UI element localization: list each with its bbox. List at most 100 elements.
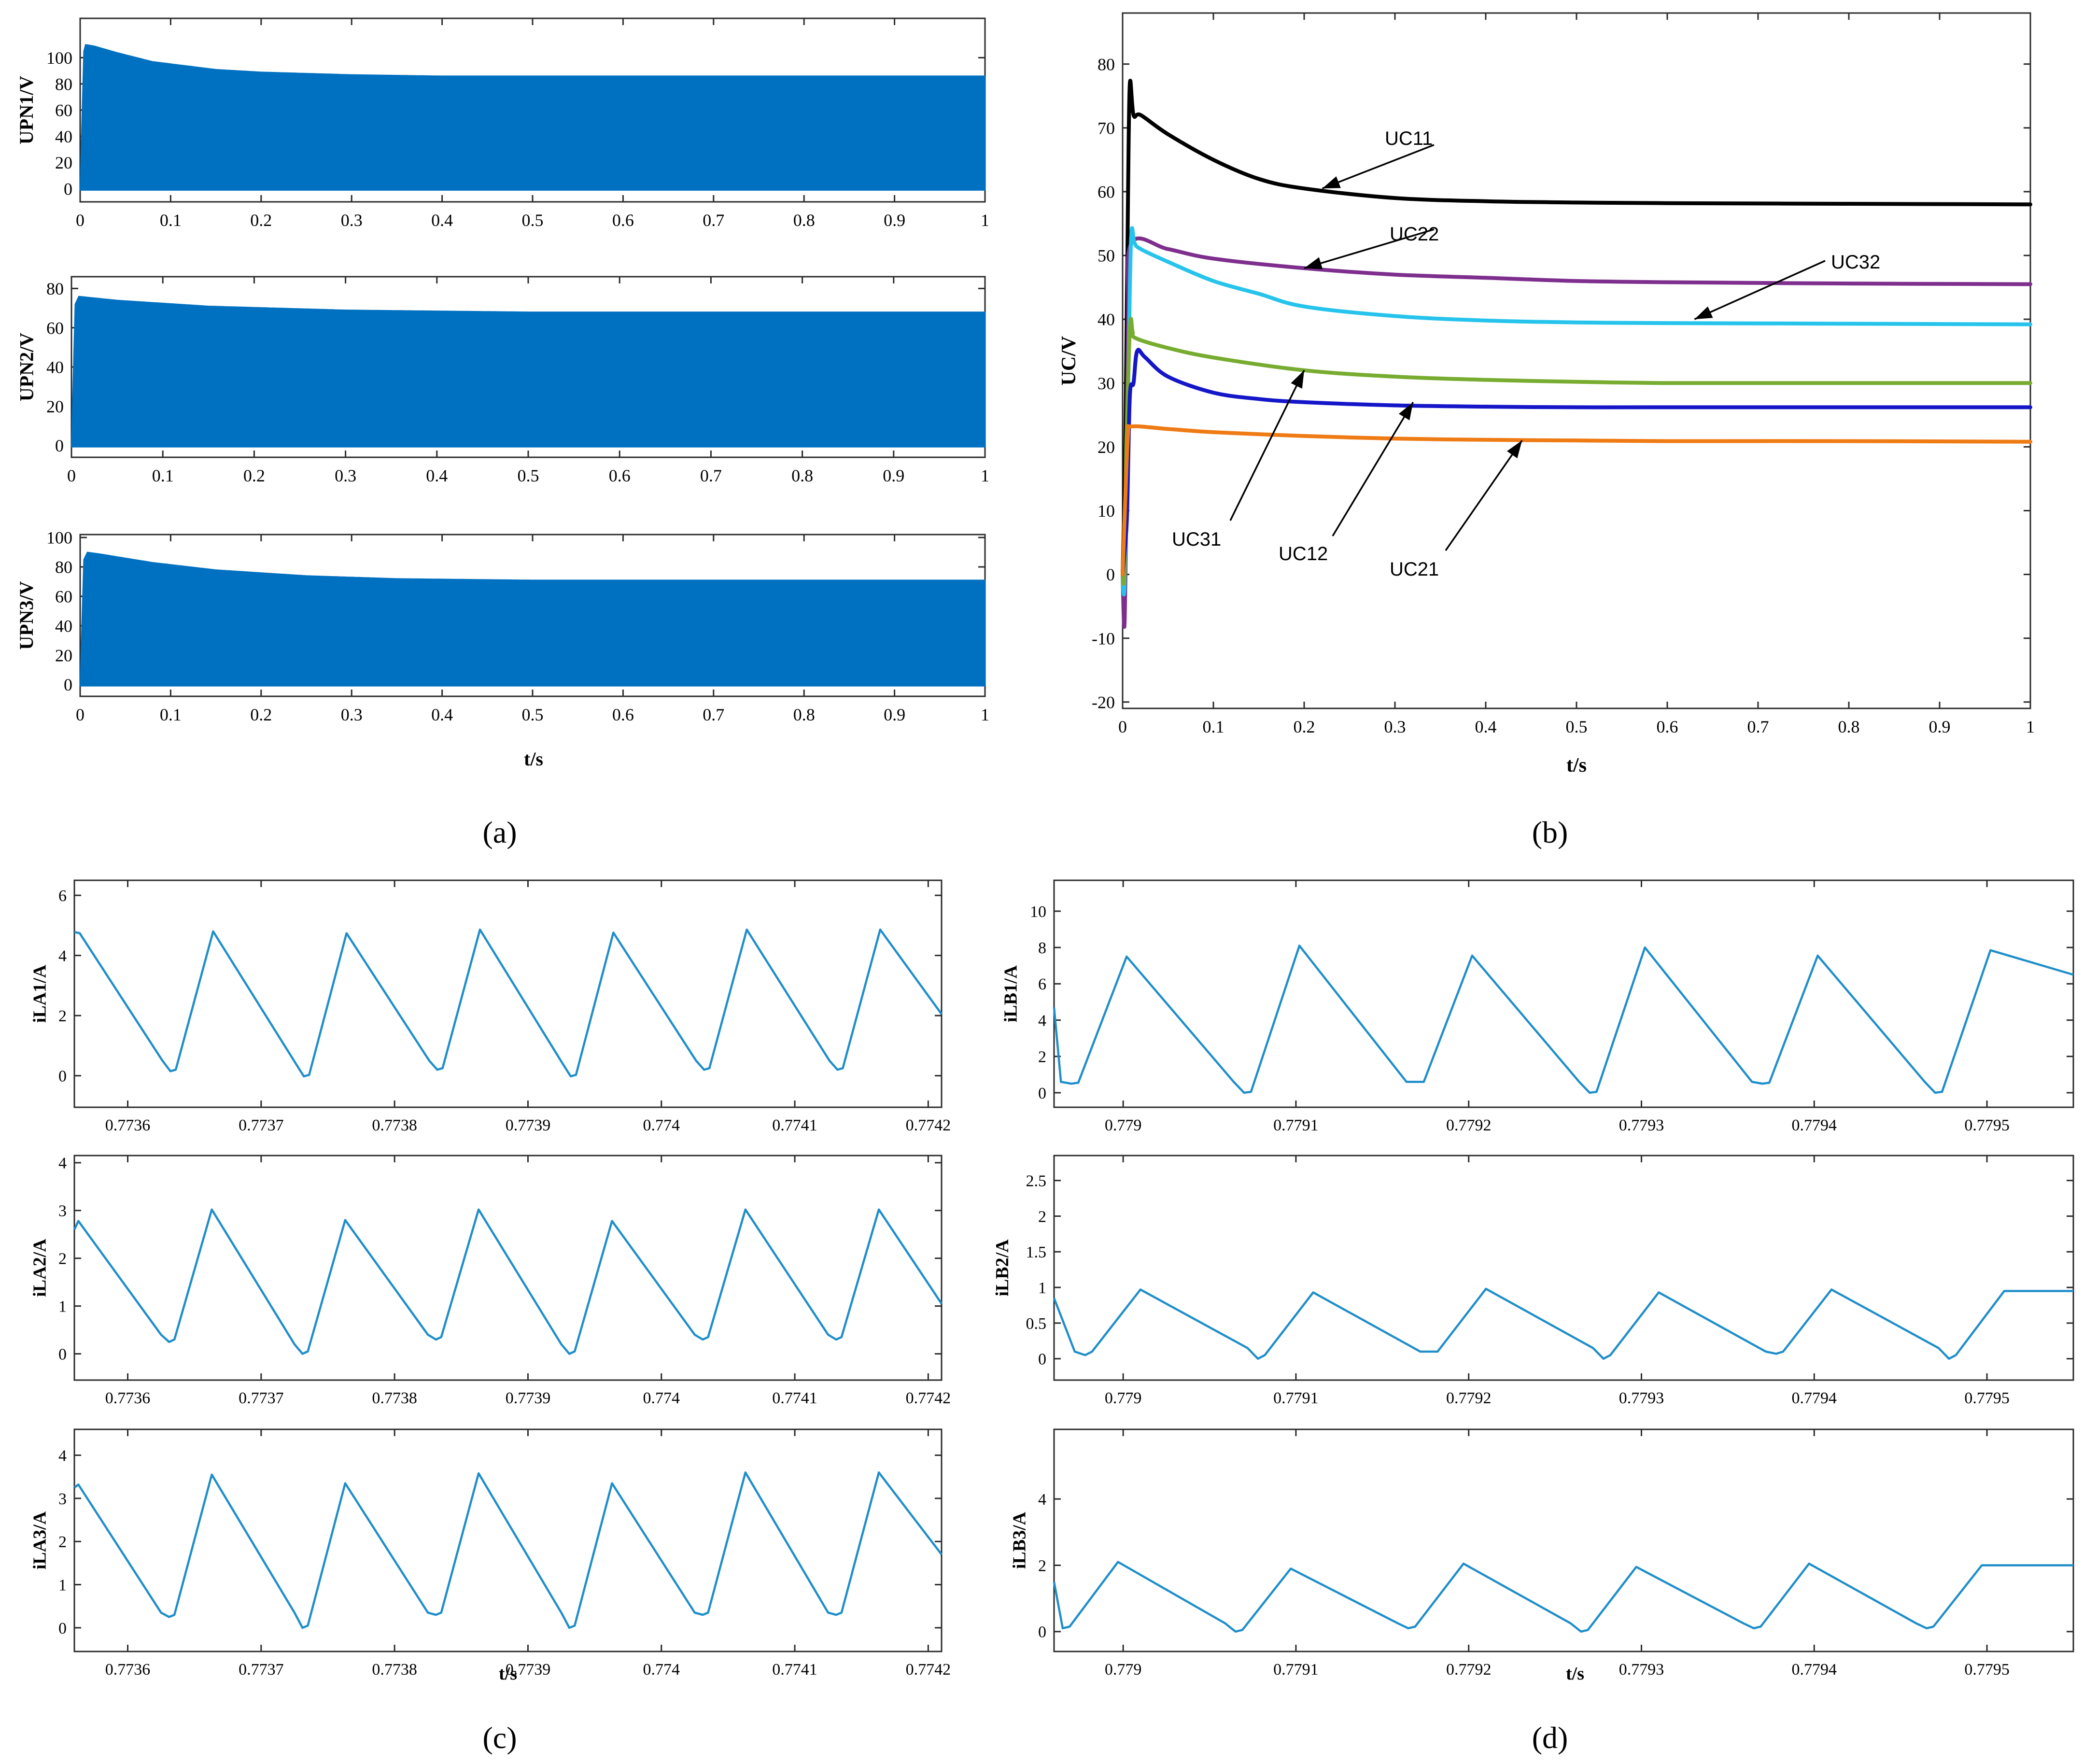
c1-y-tick-label: 4 (58, 947, 67, 965)
a3-x-tick-label: 0 (76, 705, 84, 724)
d2-y-tick-label: 0.5 (1026, 1315, 1047, 1333)
b-x-tick-label: 0.5 (1566, 717, 1588, 736)
d1-y-tick-label: 6 (1038, 975, 1046, 993)
b-x-tick-label: 0.6 (1657, 717, 1678, 736)
panel-label-c: (c) (482, 1721, 517, 1755)
d3-y-axis-label: iLB3/A (1009, 1511, 1029, 1569)
c2-x-tick-label: 0.7742 (906, 1389, 951, 1407)
b-x-tick-label: 0.9 (1929, 717, 1951, 736)
annotation-uc21: UC21 (1390, 559, 1439, 580)
chart-d1: 0.779 0.7791 0.7792 0.7793 0.7794 0.7795 0 2 4 6 8… (1001, 879, 2074, 1134)
d1-y-tick-label: 4 (1038, 1012, 1046, 1030)
d2-y-tick-label: 0 (1038, 1351, 1046, 1369)
arrow-uc22 (1304, 228, 1435, 269)
a3-y-tick-label: 0 (64, 675, 72, 694)
chart-d3: 0.779 0.7791 0.7792 0.7793 0.7794 0.7795 0 2 4 iL… (1009, 1428, 2074, 1684)
c2-x-tick-label: 0.774 (643, 1389, 680, 1407)
a3-waveform-envelope (80, 551, 985, 687)
d1-x-tick-label: 0.7794 (1792, 1116, 1837, 1134)
a2-y-tick-label: 40 (46, 358, 64, 377)
d2-y-axis-label: iLB2/A (992, 1239, 1013, 1297)
c3-x-tick-label: 0.7738 (372, 1661, 417, 1679)
series-uc31 (1121, 317, 2032, 586)
d1-y-axis-label: iLB1/A (1001, 965, 1021, 1022)
b-x-tick-label: 0 (1118, 717, 1127, 736)
c3-x-axis-label: t/s (499, 1664, 517, 1684)
c3-x-tick-label: 0.774 (643, 1661, 680, 1679)
c3-y-tick-label: 4 (58, 1447, 67, 1465)
a1-x-tick-label: 0.2 (250, 211, 272, 230)
a3-x-tick-label: 0.1 (160, 705, 182, 724)
a1-x-tick-label: 0.9 (884, 211, 905, 230)
c3-y-tick-label: 3 (58, 1490, 67, 1508)
d3-plot-frame (1053, 1428, 2074, 1652)
chart-a2: 0 0.1 0.2 0.3 0.4 0.5 0.6 0.7 0.8 0.9 1 0 20 40 60 80 UP… (16, 276, 989, 485)
c2-y-tick-label: 4 (58, 1155, 67, 1172)
d2-x-tick-label: 0.7794 (1792, 1389, 1837, 1407)
chart-b: 0 0.1 0.2 0.3 0.4 0.5 0.6 0.7 0.8 0.9 1 -20 -10 0 10 20… (1058, 12, 2035, 776)
a1-x-tick-label: 0.1 (160, 211, 182, 230)
c3-y-axis-label: iLA3/A (29, 1511, 50, 1569)
b-x-tick-label: 0.1 (1203, 717, 1224, 736)
c1-plot-frame (73, 879, 943, 1108)
a3-x-tick-label: 0.2 (250, 705, 272, 724)
annotation-uc31: UC31 (1172, 529, 1221, 550)
chart-d2: 0.779 0.7791 0.7792 0.7793 0.7794 0.7795 0 0.5 1… (992, 1155, 2074, 1407)
a1-x-tick-label: 0.3 (341, 211, 363, 230)
a3-y-tick-label: 60 (55, 587, 72, 607)
d1-x-tick-label: 0.7791 (1273, 1116, 1319, 1134)
a2-y-tick-label: 60 (46, 318, 64, 338)
a1-y-tick-label: 60 (55, 101, 72, 120)
b-x-tick-label: 0.4 (1475, 717, 1497, 736)
a3-x-tick-label: 0.9 (884, 705, 905, 724)
d1-x-tick-label: 0.7792 (1446, 1116, 1492, 1134)
c2-y-tick-label: 1 (58, 1298, 67, 1316)
d2-x-tick-label: 0.7791 (1273, 1389, 1319, 1407)
d3-x-tick-label: 0.779 (1105, 1661, 1142, 1679)
c1-x-tick-label: 0.7741 (772, 1116, 817, 1134)
c1-y-tick-label: 6 (58, 887, 67, 905)
chart-c1: 0.7736 0.7737 0.7738 0.7739 0.774 0.7741 0.774… (29, 879, 951, 1134)
c2-y-axis-label: iLA2/A (29, 1239, 50, 1297)
annotation-uc22: UC22 (1390, 224, 1439, 245)
c3-x-tick-label: 0.7736 (105, 1661, 151, 1679)
a2-x-tick-label: 0.6 (609, 466, 631, 485)
b-x-tick-label: 0.7 (1747, 717, 1769, 736)
c1-y-tick-label: 2 (58, 1007, 67, 1025)
b-y-tick-label: 70 (1098, 118, 1115, 138)
c1-x-tick-label: 0.774 (643, 1116, 680, 1134)
d1-y-tick-label: 0 (1038, 1085, 1046, 1102)
b-y-axis-label: UC/V (1058, 336, 1080, 386)
c1-x-tick-label: 0.7736 (105, 1116, 151, 1134)
c2-y-tick-label: 3 (58, 1202, 67, 1220)
a3-y-tick-label: 20 (55, 646, 72, 665)
d1-current-waveform (1053, 945, 2074, 1094)
a3-x-tick-label: 0.8 (793, 705, 815, 724)
b-plot-frame (1122, 12, 2031, 709)
c2-x-tick-label: 0.7737 (239, 1389, 284, 1407)
b-y-tick-label: 20 (1098, 437, 1115, 457)
a3-y-tick-label: 40 (55, 616, 72, 635)
a1-y-tick-label: 40 (55, 127, 72, 146)
chart-a1: 0 0.1 0.2 0.3 0.4 0.5 0.6 0.7 0.8 0.9 1 0 20 40 60 80 10… (15, 17, 989, 230)
chart-c2: 0.7736 0.7737 0.7738 0.7739 0.774 0.7741 0.774… (29, 1155, 951, 1407)
a1-y-tick-label: 100 (46, 48, 72, 68)
d3-y-tick-label: 2 (1038, 1557, 1046, 1575)
a2-y-tick-label: 0 (55, 436, 64, 455)
panel-label-d: (d) (1532, 1721, 1568, 1755)
chart-a3: 0 0.1 0.2 0.3 0.4 0.5 0.6 0.7 0.8 0.9 1 0 20 40 60 80 10… (15, 528, 989, 770)
c3-current-waveform (73, 1471, 943, 1629)
c2-x-tick-label: 0.7738 (372, 1389, 417, 1407)
c3-y-tick-label: 2 (58, 1533, 67, 1551)
arrowhead-uc12 (1398, 402, 1413, 421)
a1-y-tick-label: 0 (64, 179, 72, 198)
panel-label-b: (b) (1532, 815, 1568, 849)
a2-x-tick-label: 0.4 (426, 466, 448, 485)
a2-x-tick-label: 0.7 (700, 466, 722, 485)
b-y-tick-label: -20 (1092, 692, 1115, 712)
d3-y-tick-label: 4 (1038, 1491, 1046, 1509)
a2-x-tick-label: 0.2 (243, 466, 265, 485)
annotation-uc12: UC12 (1279, 543, 1328, 564)
d2-y-tick-label: 2.5 (1026, 1172, 1047, 1190)
